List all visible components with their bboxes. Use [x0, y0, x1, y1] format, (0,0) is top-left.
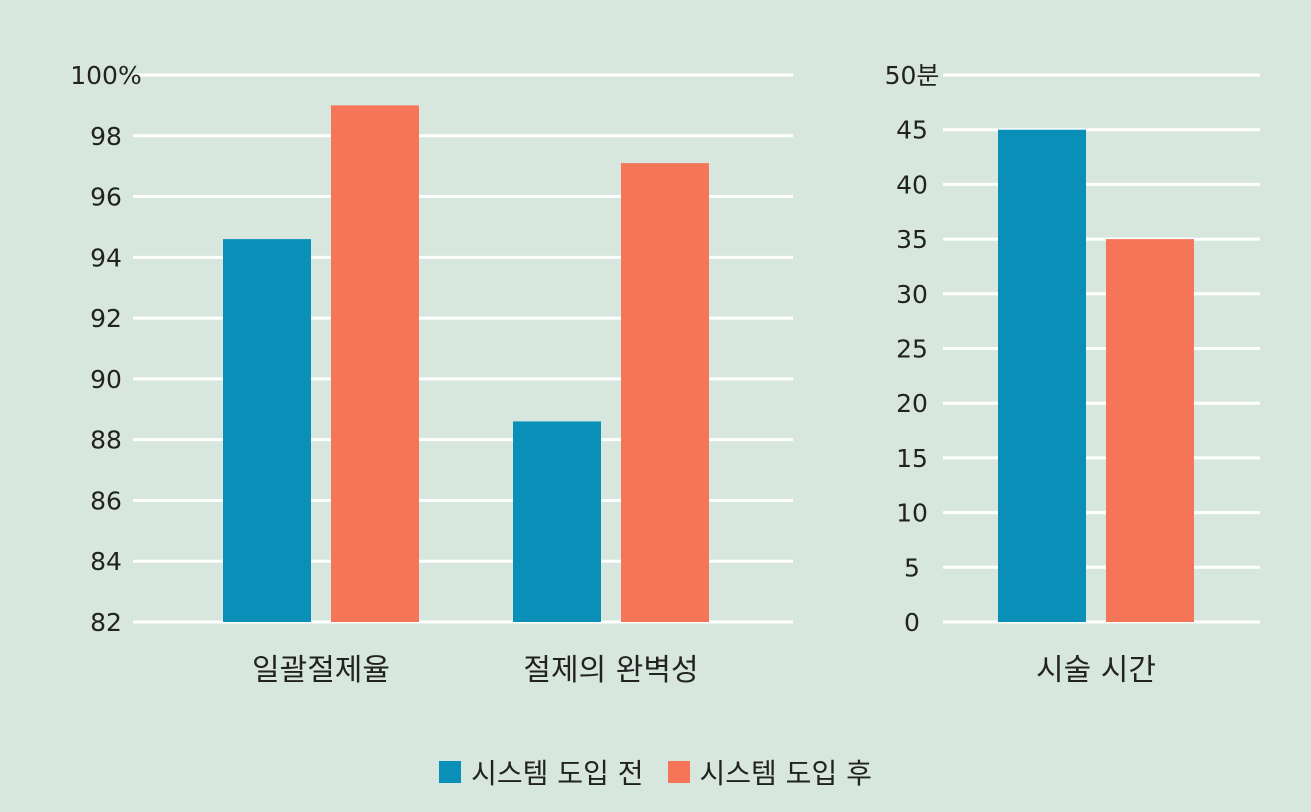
y-tick-label: 15: [896, 444, 928, 473]
legend-label-before: 시스템 도입 전: [471, 757, 644, 790]
x-category-label: 일괄절제율: [252, 653, 390, 688]
legend-swatch-before: [439, 761, 462, 783]
y-tick-label: 94: [90, 243, 122, 272]
legend-label-after: 시스템 도입 후: [699, 757, 872, 790]
y-tick-label: 45: [896, 116, 928, 145]
x-category-label: 절제의 완벽성: [523, 653, 698, 688]
y-tick-label: 100%: [70, 61, 141, 90]
y-tick-label: 90: [90, 365, 122, 394]
y-tick-label: 84: [90, 547, 122, 576]
x-category-label: 시술 시간: [1036, 653, 1156, 688]
y-tick-label: 82: [90, 608, 122, 637]
y-tick-label: 96: [90, 183, 122, 212]
y-tick-label: 86: [90, 486, 122, 515]
y-tick-label: 40: [896, 170, 928, 199]
y-tick-label: 25: [896, 335, 928, 364]
legend-swatch-after: [667, 761, 690, 783]
y-tick-label: 30: [896, 280, 928, 309]
y-tick-label: 20: [896, 389, 928, 418]
bar-before: [513, 421, 601, 622]
bar-before: [223, 239, 311, 622]
y-tick-label: 35: [896, 225, 928, 254]
bar-after: [1106, 239, 1194, 622]
y-tick-label: 10: [896, 499, 928, 528]
bar-before: [998, 129, 1086, 622]
bar-after: [621, 163, 709, 622]
legend-item-before[interactable]: 시스템 도입 전: [439, 752, 644, 792]
y-tick-label: 5: [904, 553, 920, 582]
y-tick-label: 0: [904, 608, 920, 637]
y-tick-label: 88: [90, 426, 122, 455]
y-tick-label: 98: [90, 122, 122, 151]
legend-item-after[interactable]: 시스템 도입 후: [667, 752, 872, 792]
y-tick-label: 50분: [885, 61, 940, 90]
legend: 시스템 도입 전 시스템 도입 후: [0, 752, 1311, 792]
bar-after: [331, 105, 419, 622]
y-tick-label: 92: [90, 304, 122, 333]
